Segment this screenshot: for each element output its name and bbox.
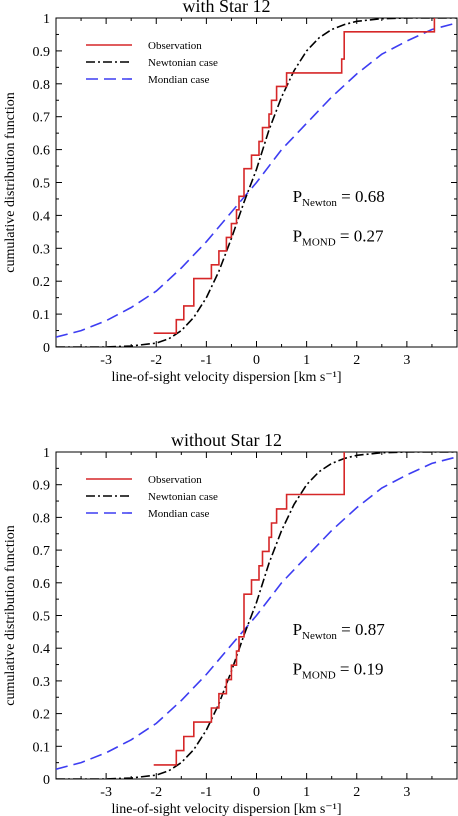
x-axis-label: line-of-sight velocity dispersion [km s⁻… <box>111 370 341 385</box>
series-observation <box>153 452 346 766</box>
y-tick-label: 0.3 <box>33 675 51 690</box>
x-tick-label: -2 <box>150 353 162 368</box>
y-tick-label: 0.6 <box>33 577 51 592</box>
y-tick-label: 0.8 <box>33 511 51 526</box>
series-newtonian-case <box>56 452 457 779</box>
x-tick-label: -2 <box>150 785 162 800</box>
x-tick-label: 2 <box>353 353 360 368</box>
y-tick-label: 0.9 <box>33 479 51 494</box>
legend-label: Newtonian case <box>148 57 218 69</box>
legend-label: Mondian case <box>148 508 210 520</box>
x-axis-label: line-of-sight velocity dispersion [km s⁻… <box>111 802 341 816</box>
x-tick-label: -3 <box>100 785 112 800</box>
y-tick-label: 0.9 <box>33 45 51 60</box>
y-tick-label: 0.4 <box>33 642 51 657</box>
x-tick-label: 3 <box>403 785 410 800</box>
annotation-p-value: PMOND = 0.19 <box>293 659 384 681</box>
legend-label: Newtonian case <box>148 491 218 503</box>
annotation-p-value: PNewton = 0.87 <box>293 620 386 642</box>
chart-title: without Star 12 <box>171 430 282 450</box>
y-tick-label: 0.8 <box>33 78 51 93</box>
x-tick-label: -1 <box>201 785 213 800</box>
chart-panel-1: with Star 12 -3 -2 -1 0 1 2 3 0 0.1 0.2 0.3 0.4 0.5 0.… <box>3 0 458 385</box>
x-tick-label: 0 <box>253 785 260 800</box>
y-tick-label: 1 <box>43 446 50 461</box>
x-tick-label: -1 <box>201 353 213 368</box>
legend-label: Observation <box>148 40 202 52</box>
y-tick-label: 0.1 <box>33 308 51 323</box>
series-mondian-case <box>56 22 457 338</box>
annotation-p-value: PMOND = 0.27 <box>293 227 384 249</box>
y-tick-label: 0.4 <box>33 209 51 224</box>
x-tick-label: 2 <box>353 785 360 800</box>
y-tick-label: 0 <box>43 341 50 356</box>
legend-label: Observation <box>148 474 202 486</box>
y-tick-label: 0.2 <box>33 708 51 723</box>
chart-title: with Star 12 <box>183 0 271 16</box>
y-tick-label: 0 <box>43 773 50 788</box>
annotation-p-value: PNewton = 0.68 <box>293 187 385 209</box>
x-tick-label: 0 <box>253 353 260 368</box>
y-tick-label: 0.1 <box>33 740 51 755</box>
chart-panel-2: without Star 12 -3 -2 -1 0 1 2 3 0 0.1 0.2 0.3 0.4 0.… <box>3 430 458 816</box>
y-tick-label: 0.7 <box>33 111 51 126</box>
y-tick-label: 0.7 <box>33 544 51 559</box>
x-tick-label: 1 <box>303 785 310 800</box>
x-tick-label: 1 <box>303 353 310 368</box>
y-tick-label: 1 <box>43 12 50 27</box>
x-tick-label: 3 <box>403 353 410 368</box>
x-tick-label: -3 <box>100 353 112 368</box>
y-tick-label: 0.3 <box>33 242 51 257</box>
y-axis-label: cumulative distribution function <box>3 525 18 705</box>
y-axis-label: cumulative distribution function <box>3 92 18 272</box>
y-tick-label: 0.6 <box>33 144 51 159</box>
legend-label: Mondian case <box>148 74 210 86</box>
y-tick-label: 0.5 <box>33 610 51 625</box>
series-mondian-case <box>56 456 457 770</box>
series-observation <box>153 18 436 335</box>
y-tick-label: 0.5 <box>33 177 51 192</box>
y-tick-label: 0.2 <box>33 275 51 290</box>
series-newtonian-case <box>56 18 457 347</box>
